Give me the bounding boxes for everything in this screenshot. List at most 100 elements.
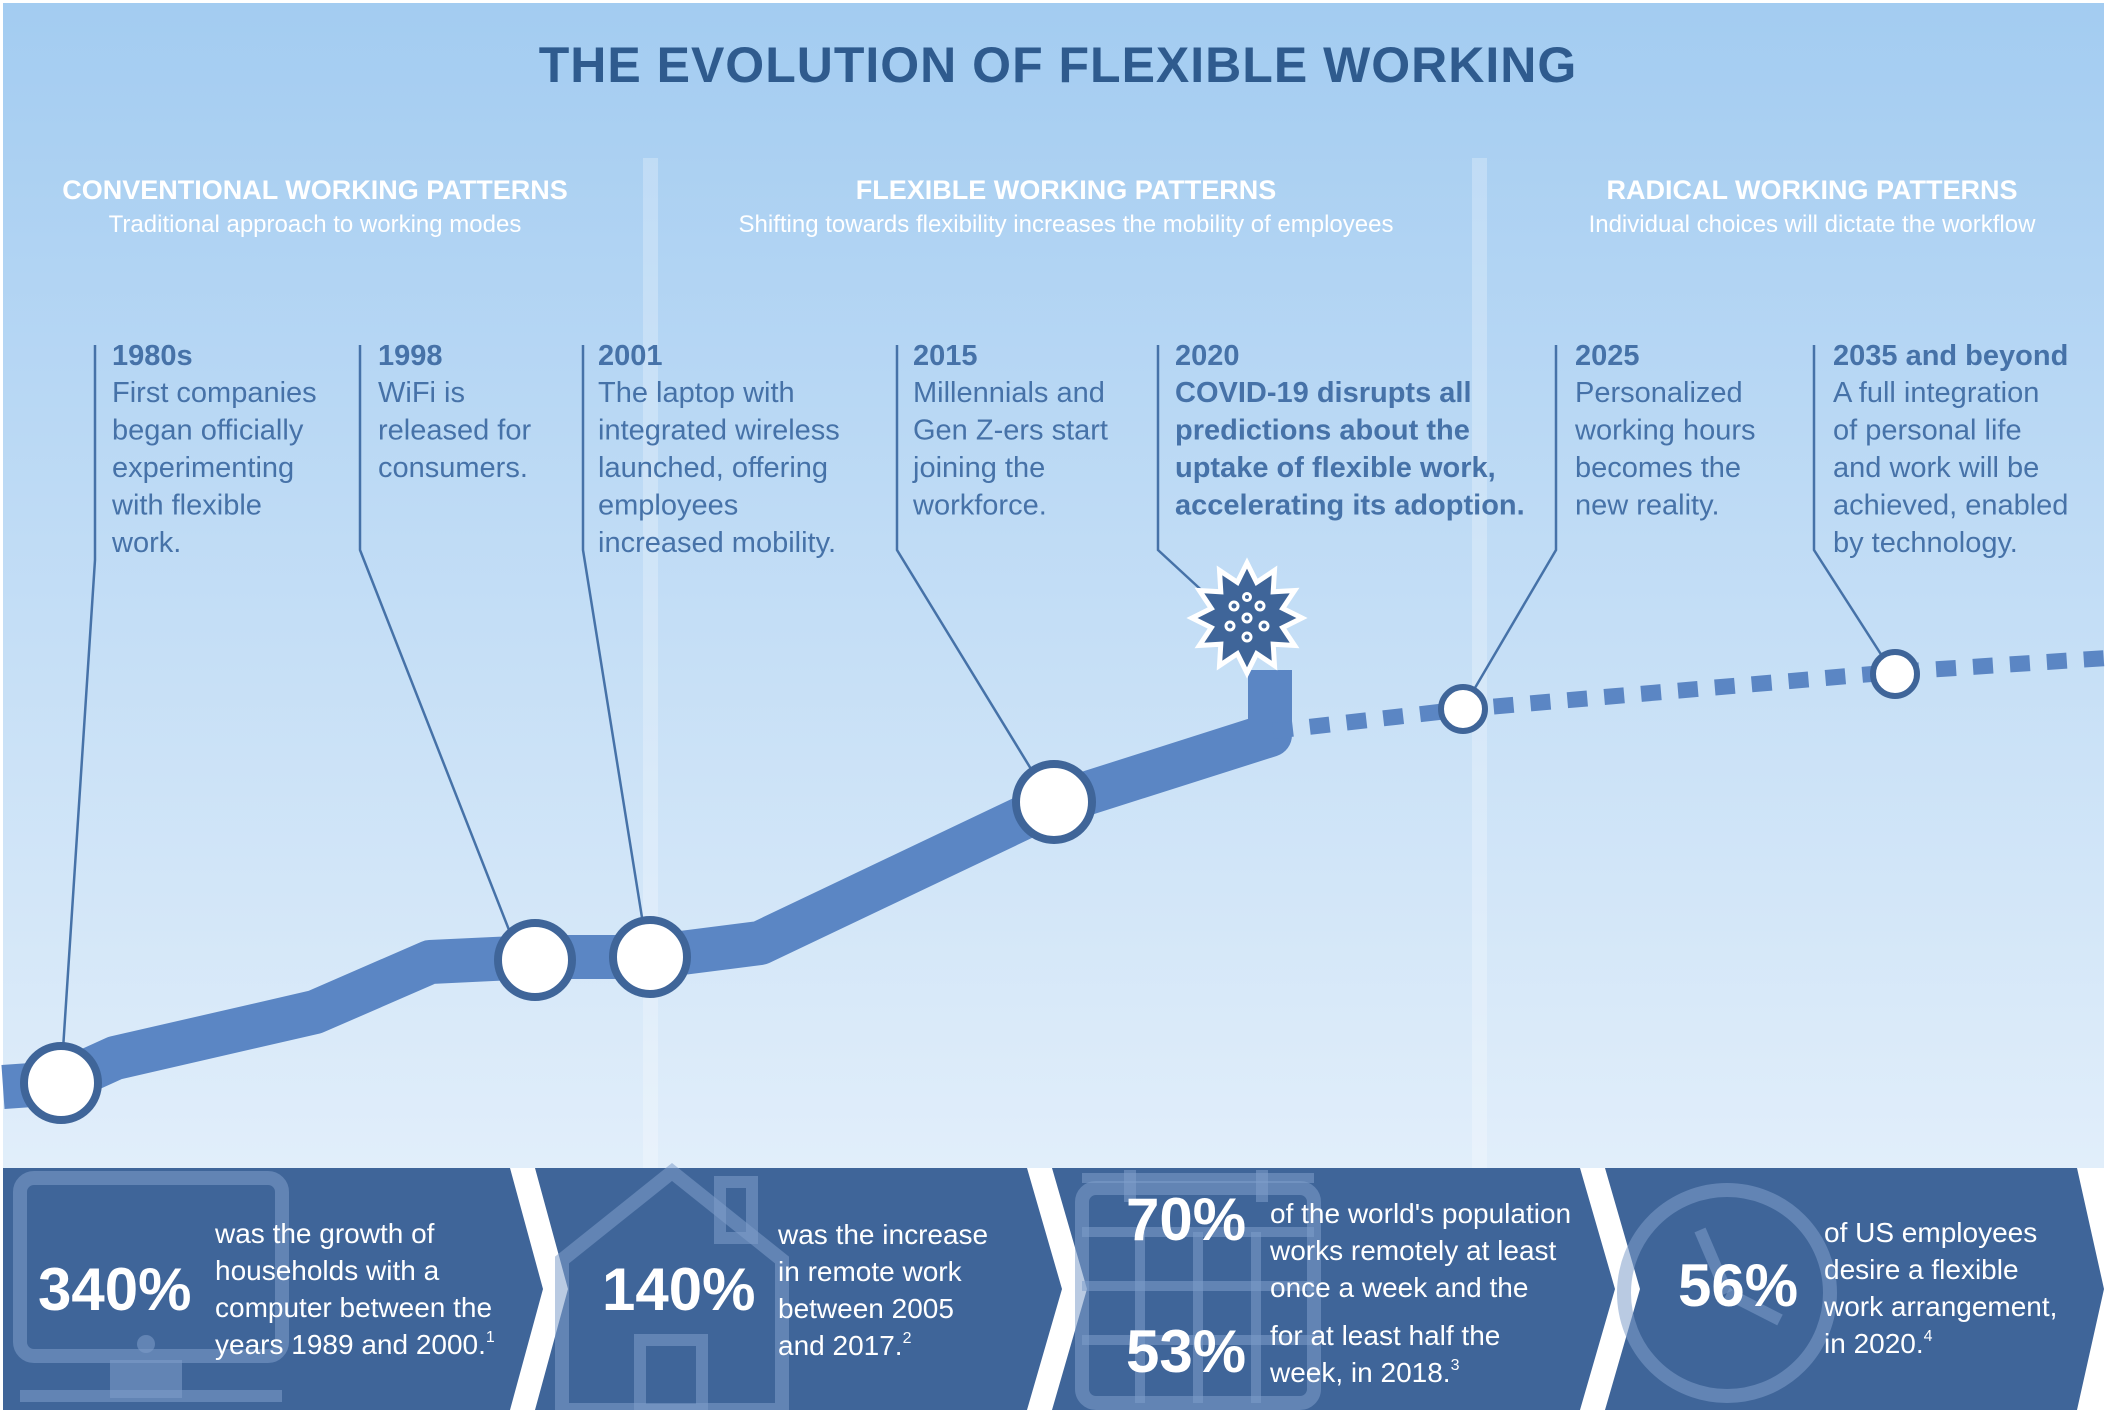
stat-value: 340% xyxy=(38,1256,191,1323)
event-description-line: began officially xyxy=(112,415,304,447)
leader-line-1980s xyxy=(59,345,97,1081)
timeline-events: 1980s First companies began officially expe… xyxy=(111,340,2068,559)
event-year: 2001 xyxy=(598,340,663,372)
milestone-marker-2035 xyxy=(1870,649,1920,699)
event-description-line: and work will be xyxy=(1833,452,2039,484)
leader-line-2001 xyxy=(581,345,650,956)
event-description-line: Millennials and xyxy=(913,377,1105,409)
event-year: 2035 and beyond xyxy=(1833,340,2068,372)
stat-panel: 70% of the world's population works remote… xyxy=(1052,1168,1615,1410)
timeline-event-1998: 1998 WiFi is released for consumers. xyxy=(378,340,531,484)
stat-description-line: was the increase xyxy=(777,1219,988,1250)
milestone-marker-1998 xyxy=(494,919,576,1001)
section-divider xyxy=(643,158,658,1168)
stat-description-line: desire a flexible xyxy=(1824,1254,2019,1285)
house-icon xyxy=(555,1163,789,1410)
section-title-conventional: CONVENTIONAL WORKING PATTERNS xyxy=(62,175,568,205)
calendar-icon xyxy=(1075,1170,1321,1410)
timeline-event-1980s: 1980s First companies began officially expe… xyxy=(111,340,317,559)
event-description-line: new reality. xyxy=(1575,490,1720,522)
event-description-line: consumers. xyxy=(378,452,528,484)
stat-description-line: was the growth of xyxy=(214,1218,435,1249)
event-description-line: accelerating its adoption. xyxy=(1175,490,1525,522)
event-description-line: Gen Z-ers start xyxy=(913,415,1108,447)
footnote-ref: 4 xyxy=(1924,1328,1933,1345)
stat-description-line: years 1989 and 2000.1 xyxy=(215,1329,495,1360)
event-description-line: launched, offering xyxy=(598,452,828,484)
event-description-line: released for xyxy=(378,415,531,447)
event-description-line: uptake of flexible work, xyxy=(1175,452,1496,484)
future-path xyxy=(1272,650,2107,739)
footnote-ref: 1 xyxy=(486,1329,495,1346)
event-description-line: becomes the xyxy=(1575,452,1741,484)
stat-description-line: for at least half the xyxy=(1270,1320,1500,1351)
event-description-line: working hours xyxy=(1574,415,1756,447)
stat-description-line: and 2017.2 xyxy=(778,1330,912,1361)
stat-description-line: work arrangement, xyxy=(1823,1291,2057,1322)
event-year: 1980s xyxy=(112,340,193,372)
stat-description-line: in remote work xyxy=(778,1256,963,1287)
section-divider xyxy=(1472,158,1487,1168)
clock-icon xyxy=(1617,1183,1837,1403)
stat-description-line: between 2005 xyxy=(778,1293,954,1324)
section-title-flexible: FLEXIBLE WORKING PATTERNS xyxy=(856,175,1277,205)
stat-value: 56% xyxy=(1678,1252,1798,1319)
event-description-line: A full integration xyxy=(1833,377,2039,409)
stat-description-line: of US employees xyxy=(1824,1217,2037,1248)
stat-value: 70% xyxy=(1126,1186,1246,1253)
stat-value: 140% xyxy=(602,1256,755,1323)
event-description-line: by technology. xyxy=(1833,527,2018,559)
event-description-line: experimenting xyxy=(112,452,294,484)
milestone-marker-2015 xyxy=(1012,760,1096,844)
virus-icon xyxy=(1186,557,1308,679)
stat-description-line: in 2020.4 xyxy=(1824,1328,1933,1359)
page-title: THE EVOLUTION OF FLEXIBLE WORKING xyxy=(539,37,1578,93)
timeline-event-2020: 2020 COVID-19 disrupts all predictions abo… xyxy=(1175,340,1525,522)
event-description-line: with flexible xyxy=(111,490,262,522)
stats-banner: 340% was the growth of households with a co… xyxy=(3,1163,2104,1410)
stat-panel: 140% was the increase in remote work betwee… xyxy=(535,1163,1062,1410)
event-description-line: The laptop with xyxy=(598,377,795,409)
stat-description-line: computer between the xyxy=(215,1292,492,1323)
section-subtitle-radical: Individual choices will dictate the work… xyxy=(1589,211,2037,238)
event-description-line: predictions about the xyxy=(1175,415,1470,447)
milestone-marker-1980s xyxy=(20,1042,102,1124)
leader-line-2020 xyxy=(1156,345,1211,599)
timeline-event-2001: 2001 The laptop with integrated wireless la… xyxy=(598,340,840,559)
section-subtitle-flexible: Shifting towards flexibility increases t… xyxy=(739,211,1394,238)
stat-description-line: week, in 2018.3 xyxy=(1269,1357,1460,1388)
timeline-event-2035: 2035 and beyond A full integration of pers… xyxy=(1833,340,2068,559)
timeline-event-2025: 2025 Personalized working hours becomes the… xyxy=(1574,340,1756,522)
milestone-marker-2025 xyxy=(1438,684,1488,734)
stat-description-line: works remotely at least xyxy=(1269,1235,1557,1266)
event-description-line: COVID-19 disrupts all xyxy=(1175,377,1472,409)
event-description-line: integrated wireless xyxy=(598,415,840,447)
event-description-line: achieved, enabled xyxy=(1833,490,2068,522)
event-description-line: work. xyxy=(111,527,181,559)
stat-value: 53% xyxy=(1126,1318,1246,1385)
footnote-ref: 3 xyxy=(1451,1357,1460,1374)
leader-line-2015 xyxy=(895,345,1052,801)
event-year: 1998 xyxy=(378,340,443,372)
stat-description-line: households with a xyxy=(215,1255,440,1286)
event-description-line: Personalized xyxy=(1575,377,1743,409)
stat-description-line: once a week and the xyxy=(1270,1272,1528,1303)
leader-line-2035 xyxy=(1812,345,1895,674)
milestone-marker-2001 xyxy=(609,916,691,998)
event-description-line: workforce. xyxy=(912,490,1047,522)
section-title-radical: RADICAL WORKING PATTERNS xyxy=(1607,175,2018,205)
leader-line-2025 xyxy=(1460,345,1558,711)
event-description-line: of personal life xyxy=(1833,415,2022,447)
event-description-line: increased mobility. xyxy=(598,527,836,559)
event-year: 2025 xyxy=(1575,340,1640,372)
leader-line-1998 xyxy=(358,345,522,959)
event-description-line: WiFi is xyxy=(378,377,465,409)
timeline-event-2015: 2015 Millennials and Gen Z-ers start joinin… xyxy=(912,340,1108,522)
computer-icon xyxy=(13,1171,289,1402)
section-subtitle-conventional: Traditional approach to working modes xyxy=(109,211,522,238)
event-year: 2015 xyxy=(913,340,978,372)
stat-panel: 340% was the growth of households with a co… xyxy=(3,1168,543,1410)
event-description-line: joining the xyxy=(912,452,1045,484)
